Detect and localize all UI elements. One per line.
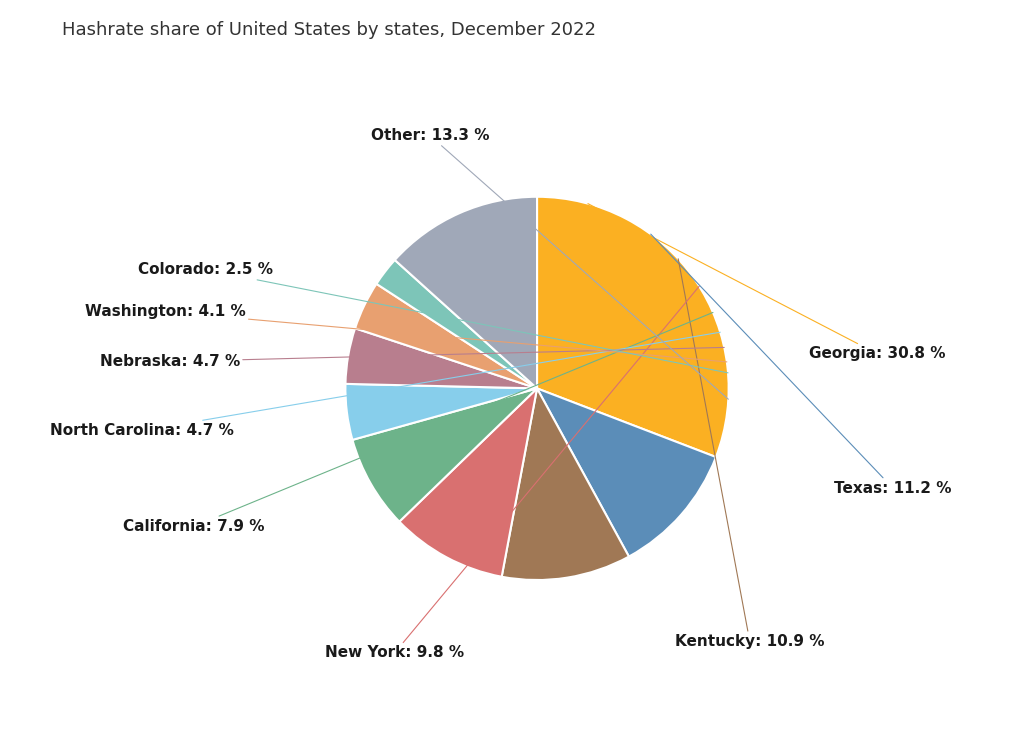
Text: New York: 9.8 %: New York: 9.8 % [325, 286, 699, 660]
Text: Nebraska: 4.7 %: Nebraska: 4.7 % [99, 348, 724, 369]
Text: Georgia: 30.8 %: Georgia: 30.8 % [588, 204, 945, 362]
Wedge shape [345, 329, 537, 388]
Text: Kentucky: 10.9 %: Kentucky: 10.9 % [675, 259, 824, 649]
Text: Other: 13.3 %: Other: 13.3 % [371, 128, 728, 399]
Wedge shape [399, 388, 537, 577]
Wedge shape [502, 388, 629, 580]
Text: Hashrate share of United States by states, December 2022: Hashrate share of United States by state… [61, 21, 596, 39]
Text: California: 7.9 %: California: 7.9 % [124, 312, 713, 534]
Text: Colorado: 2.5 %: Colorado: 2.5 % [137, 262, 728, 373]
Wedge shape [395, 197, 537, 388]
Wedge shape [355, 284, 537, 388]
Wedge shape [352, 388, 537, 522]
Text: North Carolina: 4.7 %: North Carolina: 4.7 % [50, 332, 720, 438]
Wedge shape [537, 197, 729, 457]
Wedge shape [377, 260, 537, 388]
Wedge shape [537, 388, 716, 556]
Text: Washington: 4.1 %: Washington: 4.1 % [85, 304, 727, 362]
Wedge shape [345, 384, 537, 440]
Text: Texas: 11.2 %: Texas: 11.2 % [651, 234, 951, 495]
